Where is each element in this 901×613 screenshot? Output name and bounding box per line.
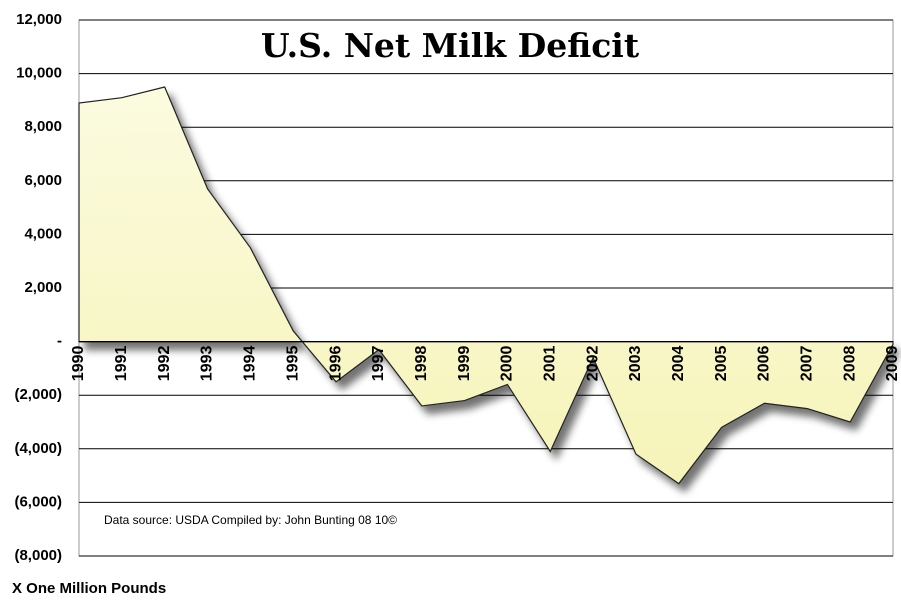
x-tick-label: 1996 [327, 345, 344, 381]
x-tick-label: 2002 [584, 345, 601, 381]
y-tick-label: 2,000 [24, 279, 62, 296]
x-tick-label: 2009 [884, 345, 901, 381]
x-tick-label: 1990 [70, 345, 87, 381]
x-tick-label: 1998 [413, 345, 430, 381]
x-tick-label: 1997 [370, 345, 387, 381]
y-tick-label: (2,000) [14, 386, 62, 403]
x-tick-label: 2008 [841, 345, 858, 381]
x-tick-label: 2001 [541, 345, 558, 381]
x-tick-label: 1991 [113, 345, 130, 381]
y-tick-label: (4,000) [14, 440, 62, 457]
x-tick-label: 2004 [670, 345, 687, 381]
y-tick-label: 6,000 [24, 172, 62, 189]
x-tick-label: 2000 [499, 345, 516, 381]
y-tick-label: 12,000 [16, 11, 62, 28]
x-tick-label: 1995 [284, 345, 301, 381]
labels: (8,000) (6,000) (4,000) (2,000) - 2,000 4,000 6… [14, 11, 901, 564]
x-tick-label: 1992 [156, 345, 173, 381]
x-tick-label: 1994 [242, 345, 259, 381]
annotation: Data source: USDA Compiled by: John Bunt… [104, 513, 397, 527]
y-axis-label: X One Million Pounds [12, 580, 166, 597]
x-tick-label: 2007 [799, 345, 816, 381]
x-tick-label: 2003 [627, 345, 644, 381]
y-tick-label: 4,000 [24, 225, 62, 242]
y-tick-label: (8,000) [14, 547, 62, 564]
x-tick-label: 2006 [756, 345, 773, 381]
marks [78, 86, 894, 485]
area [78, 86, 894, 485]
x-tick-label: 2005 [713, 345, 730, 381]
chart-title: U.S. Net Milk Deficit [261, 26, 640, 65]
y-tick-label: - [57, 333, 62, 350]
x-tick-label: 1999 [456, 345, 473, 381]
y-tick-label: 8,000 [24, 118, 62, 135]
y-tick-label: 10,000 [16, 65, 62, 82]
x-tick-label: 1993 [199, 345, 216, 381]
y-tick-label: (6,000) [14, 493, 62, 510]
